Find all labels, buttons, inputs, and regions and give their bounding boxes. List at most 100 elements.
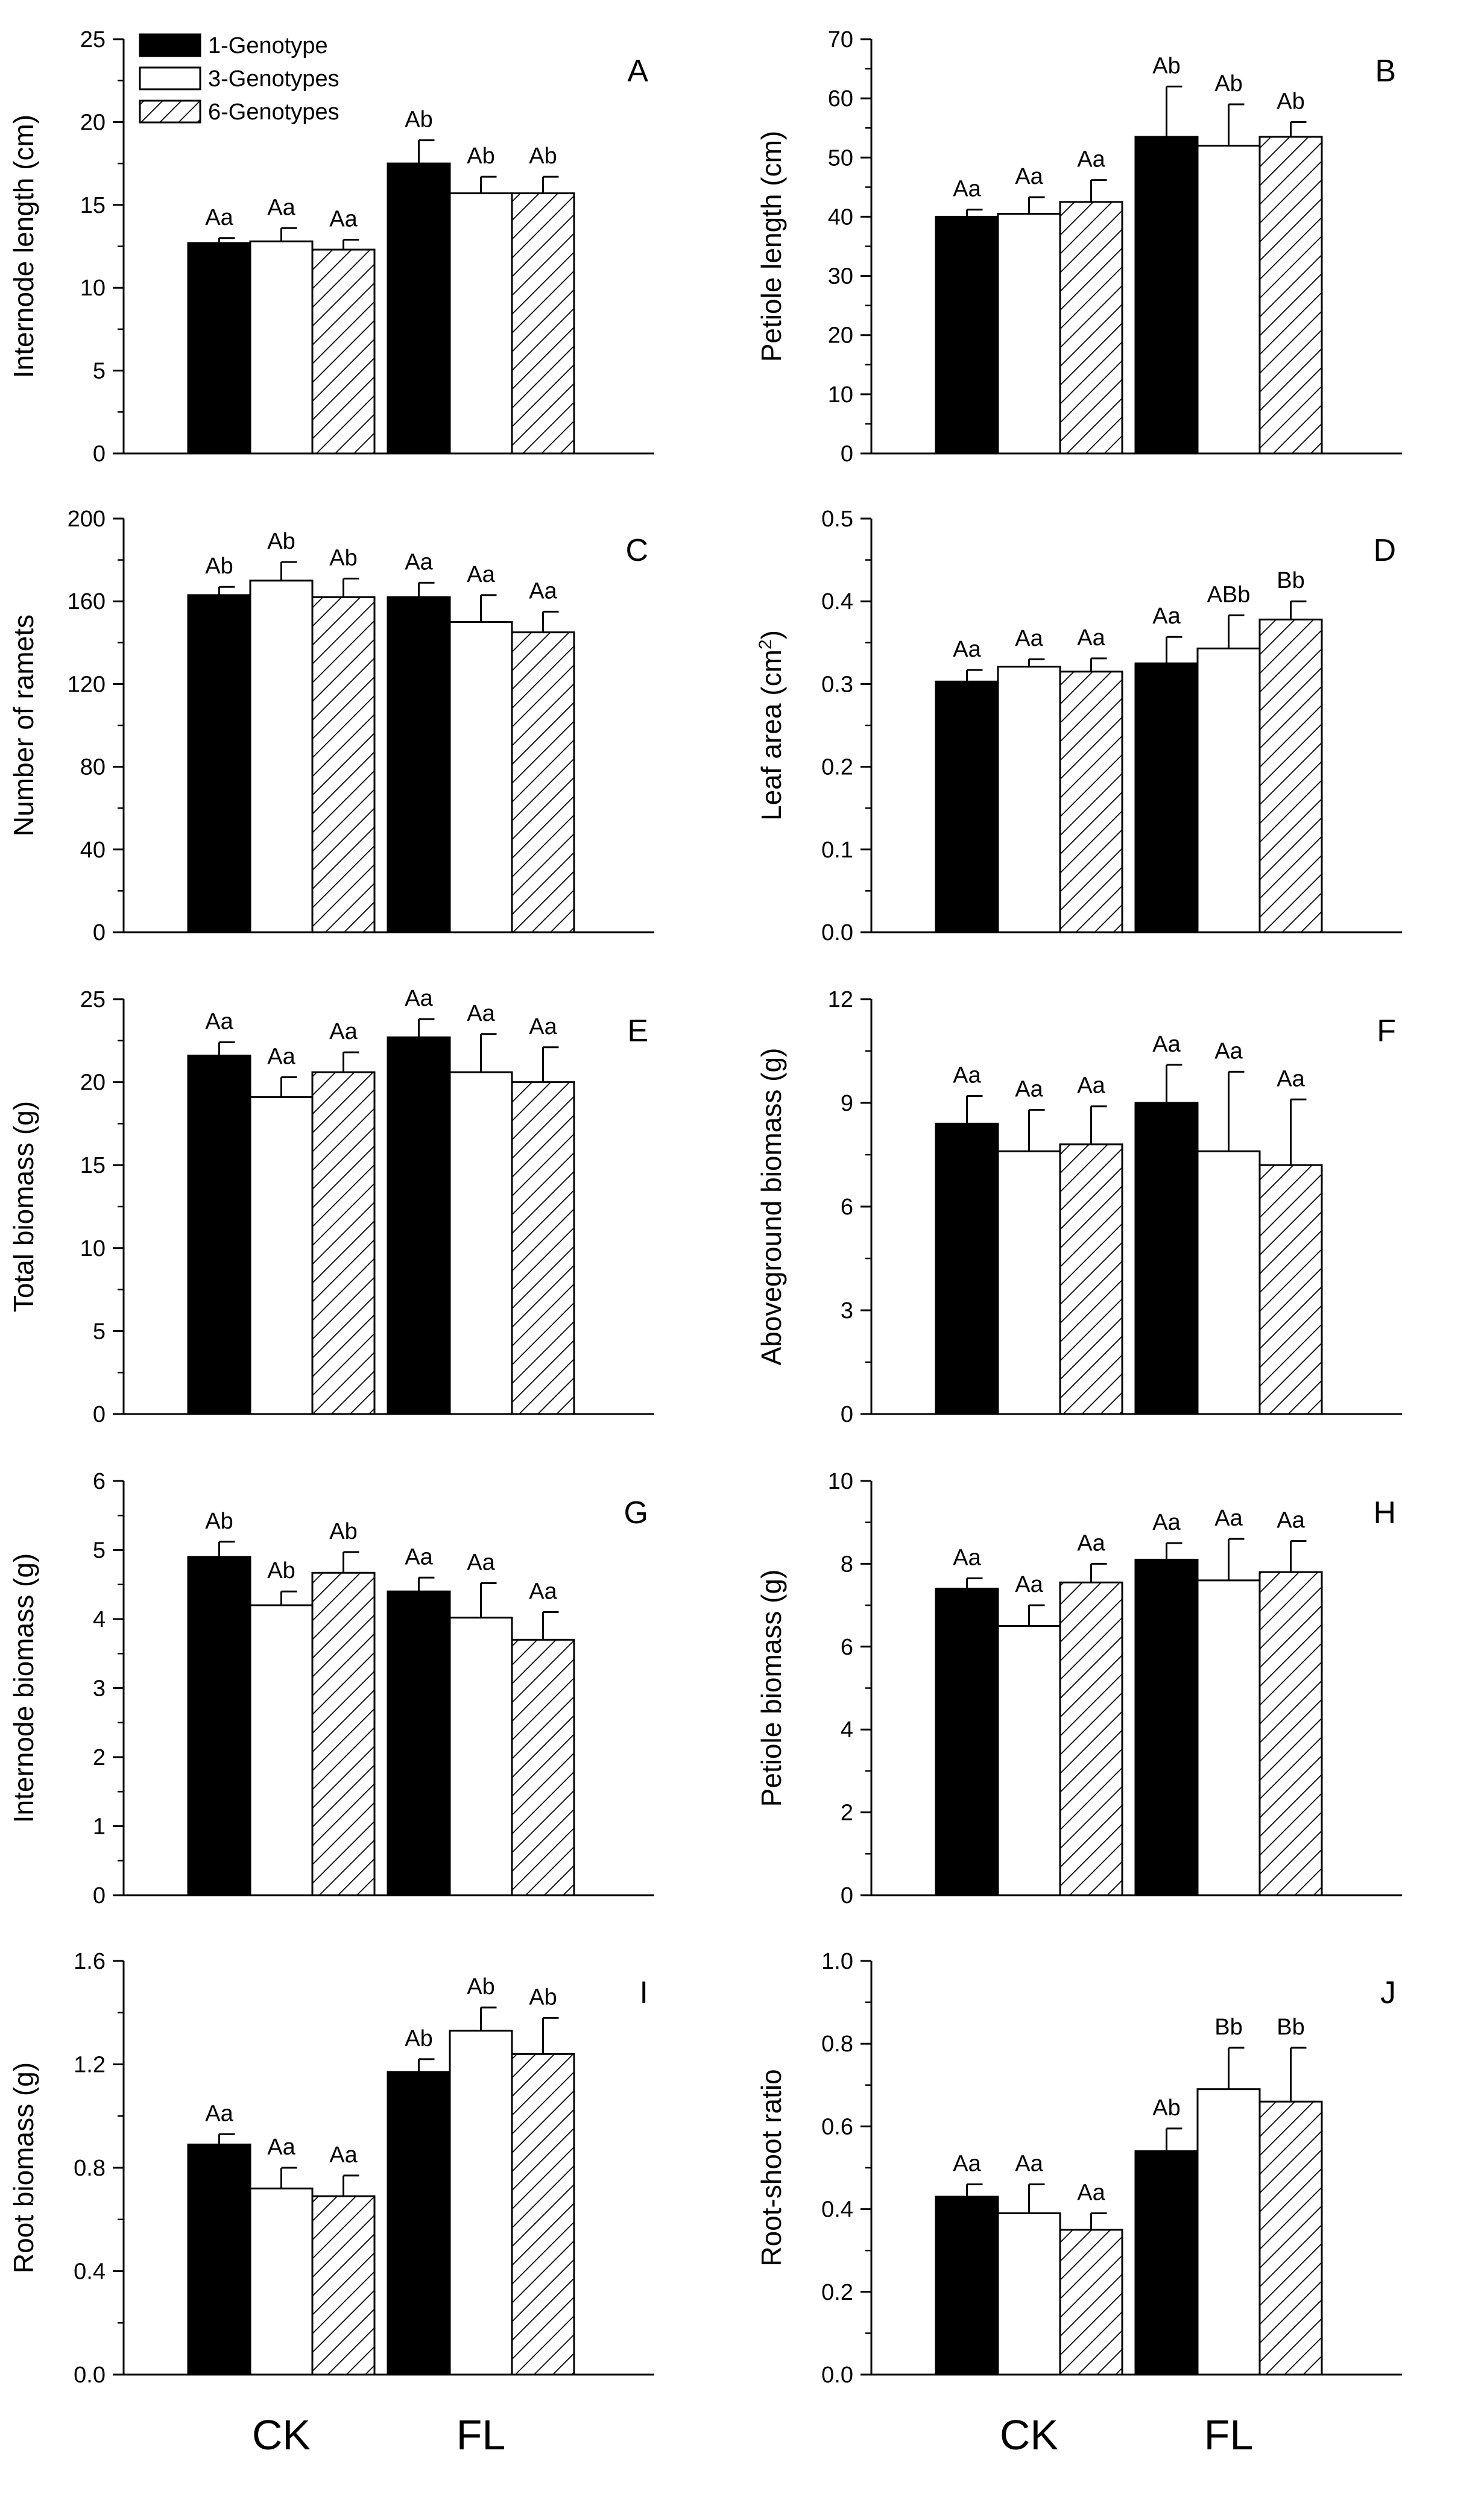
y-tick-label: 10 [80,1236,106,1261]
y-tick-label: 40 [828,204,853,230]
bar-F-CK-2 [997,1150,1061,1415]
bar-B-FL-3 [1258,136,1323,455]
y-axis-label: Internode biomass (g) [8,1553,39,1823]
significance-label: Bb [1277,568,1304,593]
bar-B-FL-1 [1134,136,1199,455]
significance-label: Aa [953,2151,981,2176]
bar-E-FL-2 [449,1071,513,1415]
panel-letter: H [1373,1495,1396,1530]
y-axis-label: Leaf area (cm2) [756,630,787,821]
bar-B-FL-2 [1196,145,1261,455]
legend-swatch-hatched [139,99,201,124]
bar-G-CK-3 [311,1571,376,1896]
significance-label: Aa [1277,1508,1305,1533]
y-tick-label: 0.3 [821,672,853,697]
significance-label: Ab [267,529,295,554]
significance-label: Ab [529,1984,557,2010]
y-tick-label: 15 [80,1153,106,1178]
significance-label: Bb [1214,2015,1242,2040]
y-tick-label: 15 [80,193,106,218]
y-tick-label: 4 [841,1717,853,1743]
y-tick-label: 20 [828,323,853,349]
significance-label: Ab [405,107,432,133]
bar-I-FL-2 [449,2030,513,2376]
bar-C-FL-3 [511,631,575,933]
bar-D-FL-1 [1134,662,1199,933]
bar-E-FL-3 [511,1081,575,1415]
bar-E-CK-3 [311,1071,376,1415]
bar-A-FL-2 [449,192,513,455]
bar-H-CK-2 [997,1624,1061,1896]
y-tick-label: 1.2 [74,2053,106,2078]
y-tick-label: 3 [841,1298,853,1324]
bar-I-CK-3 [311,2195,376,2376]
y-tick-label: 0 [93,441,106,467]
y-tick-label: 0.0 [821,2363,853,2388]
panel-B: 0 10 20 30 40 50 60 70 Petiole length (cm) B Aa Ab A… [756,27,1402,467]
y-tick-label: 0.0 [74,2363,106,2388]
significance-label: Ab [529,144,557,169]
significance-label: Aa [467,1550,495,1575]
panel-A: 0 5 10 15 20 25 Internode length (cm) A Aa Ab Aa Ab… [8,27,654,467]
significance-label: Aa [529,1579,557,1605]
y-tick-label: 20 [80,1070,106,1096]
panel-letter: E [627,1014,648,1049]
bar-E-FL-1 [387,1036,451,1415]
y-tick-label: 70 [828,27,853,52]
bar-D-FL-2 [1196,647,1261,933]
panel-letter: G [624,1495,648,1530]
bar-G-FL-3 [511,1638,575,1896]
x-group-label-ck: CK [252,2411,311,2458]
significance-label: Aa [1152,1032,1181,1057]
y-tick-label: 40 [80,838,106,863]
bar-D-CK-1 [935,680,999,933]
bar-J-CK-1 [935,2196,999,2376]
legend: 1-Genotype 3-Genotypes 6-Genotypes [139,33,339,125]
significance-label: Aa [467,1001,495,1026]
significance-label: Aa [1077,625,1105,651]
x-group-label-ck: CK [1000,2411,1058,2458]
y-axis-label: Total biomass (g) [8,1101,39,1312]
panel-D: 0.0 0.1 0.2 0.3 0.4 0.5 Leaf area (cm2) D Aa Aa Aa… [756,507,1402,945]
y-tick-label: 1 [93,1814,106,1840]
bar-D-FL-3 [1258,618,1323,933]
panel-I: 0.0 0.4 0.8 1.2 1.6 Root biomass (g) I Aa Ab Aa Ab… [8,1949,654,2388]
significance-label: Ab [405,2026,432,2051]
y-tick-label: 10 [80,276,106,301]
significance-label: Aa [1015,626,1043,651]
bar-C-FL-2 [449,621,513,933]
significance-label: Aa [1015,164,1043,189]
panel-letter: B [1375,54,1396,89]
y-tick-label: 0.8 [821,2031,853,2057]
significance-label: Aa [467,562,495,587]
significance-label: Aa [205,2101,233,2126]
significance-label: ABb [1207,582,1251,608]
panel-letter: I [640,1975,648,2010]
bar-G-FL-2 [449,1617,513,1896]
bar-J-CK-2 [997,2212,1061,2376]
panel-letter: C [625,533,648,568]
significance-label: Ab [1152,54,1180,79]
significance-label: Aa [329,1019,358,1044]
y-tick-label: 0.5 [821,507,853,532]
y-tick-label: 0 [93,1883,106,1908]
bar-A-CK-2 [249,240,314,455]
bar-I-CK-2 [249,2187,314,2376]
bar-F-CK-1 [935,1122,999,1415]
significance-label: Aa [329,2142,358,2168]
bar-H-FL-3 [1258,1571,1323,1896]
bar-C-CK-1 [187,594,251,933]
y-tick-label: 6 [841,1195,853,1220]
bar-I-FL-3 [511,2053,575,2376]
bar-C-CK-2 [249,579,314,933]
x-group-label-fl: FL [1204,2411,1254,2458]
bar-H-FL-1 [1134,1559,1199,1896]
panel-F: 0 3 6 9 12 Aboveground biomass (g) F Aa Aa Aa Aa Aa… [756,987,1402,1427]
significance-label: Aa [953,637,981,662]
bar-B-CK-1 [935,215,999,455]
panel-E: 0 5 10 15 20 25 Total biomass (g) E Aa Aa Aa Aa Aa Aa [8,986,654,1427]
significance-label: Aa [1015,1572,1043,1597]
x-axis-group-labels: CK FL CK FL [252,2411,1253,2458]
